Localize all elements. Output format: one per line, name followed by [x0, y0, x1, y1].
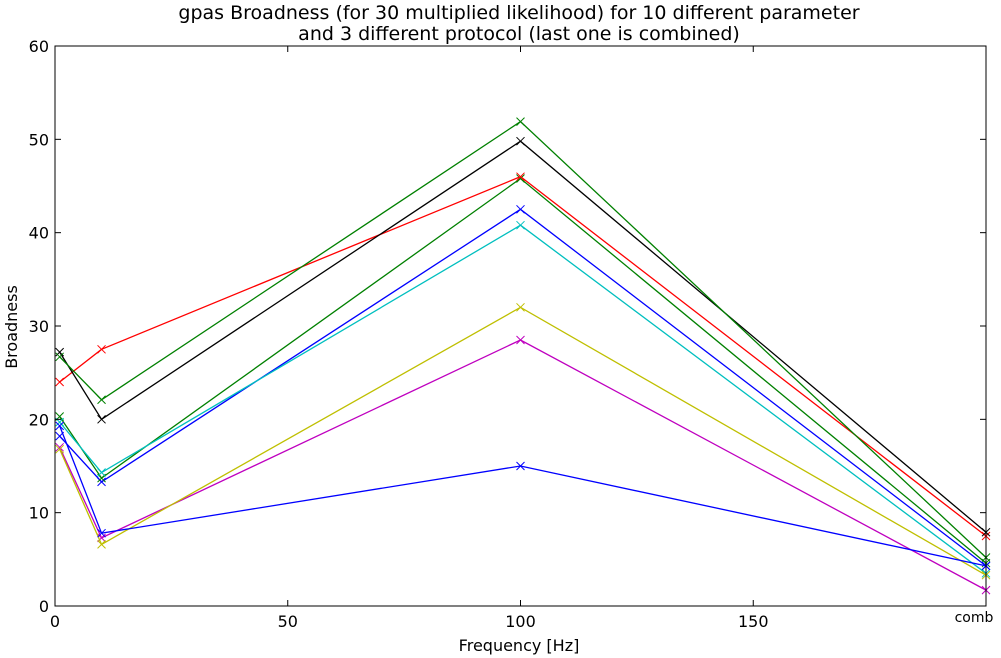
series-1-point — [516, 204, 525, 214]
series-line-8 — [59, 425, 987, 567]
x-tick-label: 0 — [50, 612, 60, 631]
series-6-point — [97, 540, 106, 549]
series-9-point — [55, 352, 65, 362]
series-6-point — [516, 302, 525, 312]
series-8-point — [516, 461, 525, 471]
series-line-6 — [59, 306, 987, 576]
series-3-point — [97, 344, 106, 354]
y-tick-label: 50 — [29, 130, 49, 149]
series-4-point — [516, 220, 525, 230]
series-7-point — [97, 414, 106, 424]
series-line-2 — [59, 177, 987, 564]
x-tick-label: 50 — [278, 612, 298, 631]
series-line-5 — [59, 339, 987, 591]
plot-lines — [55, 117, 991, 595]
plot-frame — [54, 45, 987, 607]
y-tick-label: 20 — [29, 410, 49, 429]
y-tick-label: 40 — [29, 224, 49, 243]
series-line-4 — [59, 224, 987, 574]
y-tick-label: 10 — [29, 504, 49, 523]
y-tick-label: 0 — [39, 597, 49, 616]
series-9-point — [516, 117, 525, 126]
series-4-point — [97, 468, 106, 477]
series-9-point — [97, 395, 106, 405]
series-line-1 — [59, 208, 987, 567]
series-line-9 — [59, 120, 987, 558]
x-axis-label: Frequency [Hz] — [459, 636, 580, 655]
series-7-point — [55, 347, 65, 357]
y-axis-label: Broadness — [2, 285, 21, 369]
x-tick-label: 150 — [738, 612, 769, 631]
x-tick-label: 100 — [505, 612, 536, 631]
series-5-point — [516, 335, 525, 345]
chart-title-line-2: and 3 different protocol (last one is co… — [298, 23, 740, 45]
series-6-point — [55, 444, 65, 454]
series-2-point — [516, 174, 525, 183]
series-3-point — [55, 377, 65, 387]
series-7-point — [516, 136, 525, 146]
series-8-point — [97, 528, 106, 538]
y-tick-label: 30 — [29, 317, 49, 336]
series-5-point — [55, 442, 65, 452]
y-tick-label: 60 — [29, 37, 49, 56]
x-tick-label-comb: comb — [955, 610, 994, 626]
series-3-point — [516, 172, 525, 182]
chart-title-line-1: gpas Broadness (for 30 multiplied likeli… — [178, 2, 859, 24]
series-1-point — [97, 477, 106, 487]
axis-ticks: 0 50 100 150 comb 0 10 20 30 40 50 60 — [29, 37, 994, 631]
series-line-3 — [59, 175, 987, 537]
series-line-7 — [59, 140, 987, 533]
series-8-point — [55, 421, 65, 431]
